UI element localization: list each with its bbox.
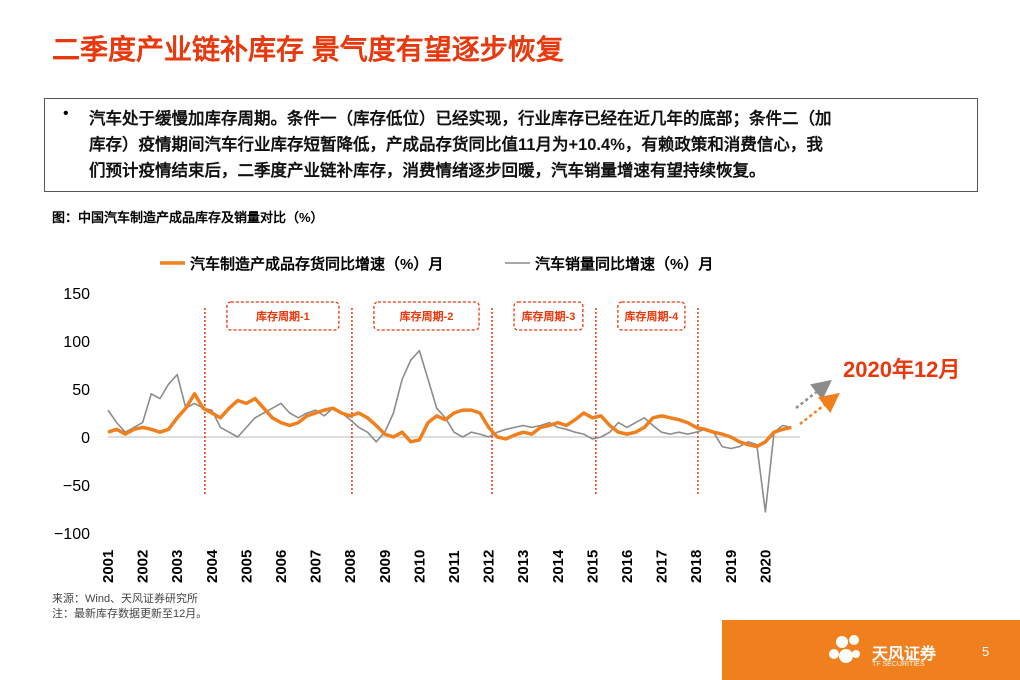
annotation: 2020年12月 [843,357,960,382]
summary-line: 库存）疫情期间汽车行业库存短暂降低，产成品存货同比值11月为+10.4%，有赖政… [89,136,823,154]
x-tick-label: 2005 [238,550,255,583]
cycle-label: 库存周期-1 [256,309,310,323]
x-tick-label: 2016 [619,550,636,583]
cycle-box [617,301,686,331]
legend-label: 汽车制造产成品存货同比增速（%）月 [190,255,443,273]
x-tick-label: 2015 [584,550,601,583]
cycle-label: 库存周期-4 [625,309,680,323]
x-tick-label: 2007 [308,550,325,583]
chart-title: 图：中国汽车制造产成品库存及销量对比（%） [52,210,324,225]
y-tick-label: −50 [63,478,90,495]
x-tick-label: 2019 [723,550,740,583]
page-title: 二季度产业链补库存 景气度有望逐步恢复 [52,34,564,65]
logo [829,635,860,663]
chart: 图：中国汽车制造产成品库存及销量对比（%） 2020年12月 −100 −50 0 5… [52,210,960,583]
cycle-box [373,301,480,331]
x-tick-label: 2001 [100,550,117,583]
x-tick-label: 2010 [411,550,428,583]
y-tick-label: 50 [72,382,90,399]
x-tick-label: 2020 [757,550,774,583]
summary-line: 汽车处于缓慢加库存周期。条件一（库存低位）已经实现，行业库存已经在近几年的底部；… [89,110,832,128]
brand: 天风证券 [872,646,937,663]
x-tick-label: 2003 [169,550,186,583]
y-tick-label: −100 [54,526,90,543]
x-tick-label: 2013 [515,550,532,583]
cycle-box [513,301,584,331]
x-tick-label: 2012 [481,550,498,583]
series-line [107,392,792,449]
legend-label: 汽车销量同比增速（%）月 [535,255,713,273]
y-tick-label: 100 [63,334,90,351]
y-tick-label: 0 [81,430,90,447]
footer: 天风证券 TF SECURITIES 5 [722,620,1020,680]
cycle-box [226,301,340,331]
x-tick-label: 2009 [377,550,394,583]
x-tick-label: 2014 [550,549,567,583]
summary-box: • 汽车处于缓慢加库存周期。条件一（库存低位）已经实现，行业库存已经在近几年的底… [44,98,978,192]
trend-arrow [799,392,840,425]
x-tick-label: 2017 [654,550,671,583]
source-note: 注：最新库存数据更新至12月。 [52,608,208,620]
x-tick-label: 2002 [135,550,152,583]
y-tick-label: 150 [63,286,90,303]
summary-line: 们预计疫情结束后，二季度产业链补库存，消费情绪逐步回暖，汽车销量增速有望持续恢复… [89,162,766,180]
x-tick-label: 2018 [688,550,705,583]
cycle-label: 库存周期-2 [400,309,454,323]
source-note: 来源：Wind、天风证券研究所 [52,593,199,605]
x-tick-label: 2006 [273,550,290,583]
series-line [107,349,792,513]
trend-arrow [795,379,832,409]
x-tick-label: 2011 [446,550,463,583]
page-number: 5 [982,644,990,659]
bullet: • [63,105,69,122]
cycle-label: 库存周期-3 [522,309,576,323]
x-tick-label: 2008 [342,550,359,583]
brand-en: TF SECURITIES [872,661,925,668]
x-tick-label: 2004 [204,549,221,583]
